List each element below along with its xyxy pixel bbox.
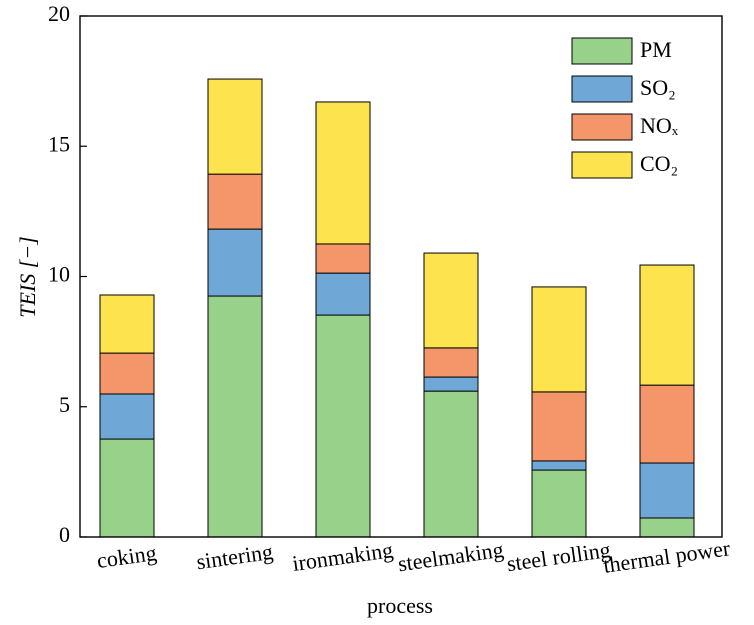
bar-segment	[531, 286, 587, 393]
bar-segment	[423, 390, 479, 538]
bar-segment	[639, 264, 695, 386]
bar-segment	[99, 294, 155, 354]
bar-segment	[531, 460, 587, 471]
bar-segment	[99, 438, 155, 538]
y-axis-label: TEIS [−]	[15, 236, 40, 317]
bar-segment	[639, 462, 695, 519]
bar-segment	[207, 173, 263, 230]
x-tick-label: steel rolling	[505, 537, 612, 576]
y-tick-label: 20	[48, 1, 70, 26]
bar-segment	[423, 252, 479, 349]
bar-segment	[99, 352, 155, 395]
bar-segment	[531, 391, 587, 462]
legend-label: CO₂	[640, 151, 678, 176]
legend-label: SO₂	[640, 75, 676, 100]
x-axis-label: process	[367, 593, 433, 618]
y-tick-label: 5	[59, 392, 70, 417]
bar-segment	[315, 243, 371, 274]
y-tick-label: 15	[48, 131, 70, 156]
y-tick-label: 10	[48, 262, 70, 287]
bar-segment	[531, 469, 587, 538]
bar-segment	[315, 314, 371, 538]
legend-label: NOₓ	[640, 113, 679, 138]
bar-segment	[207, 78, 263, 175]
x-tick-label: thermal power	[602, 535, 733, 578]
legend-swatch	[571, 113, 633, 141]
bar-segment	[207, 295, 263, 538]
x-tick-label: sintering	[195, 539, 275, 574]
plot-frame	[79, 15, 723, 538]
legend-swatch	[571, 75, 633, 103]
bar-segment	[639, 384, 695, 464]
x-tick-label: steelmaking	[396, 537, 505, 577]
y-tick-label: 0	[59, 522, 70, 547]
legend-label: PM	[640, 37, 672, 62]
x-tick-label: ironmaking	[291, 537, 395, 576]
bar-segment	[207, 228, 263, 297]
bar-segment	[639, 517, 695, 538]
bar-segment	[99, 393, 155, 440]
bar-segment	[315, 101, 371, 245]
bar-segment	[423, 376, 479, 392]
bar-segment	[315, 272, 371, 316]
bar-segment	[423, 347, 479, 378]
x-tick-label: coking	[95, 540, 158, 573]
legend-swatch	[571, 37, 633, 65]
legend-swatch	[571, 151, 633, 179]
